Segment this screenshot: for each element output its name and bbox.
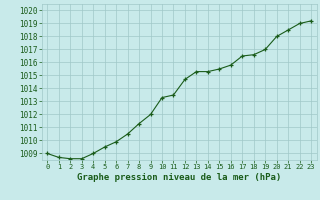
X-axis label: Graphe pression niveau de la mer (hPa): Graphe pression niveau de la mer (hPa) xyxy=(77,173,281,182)
